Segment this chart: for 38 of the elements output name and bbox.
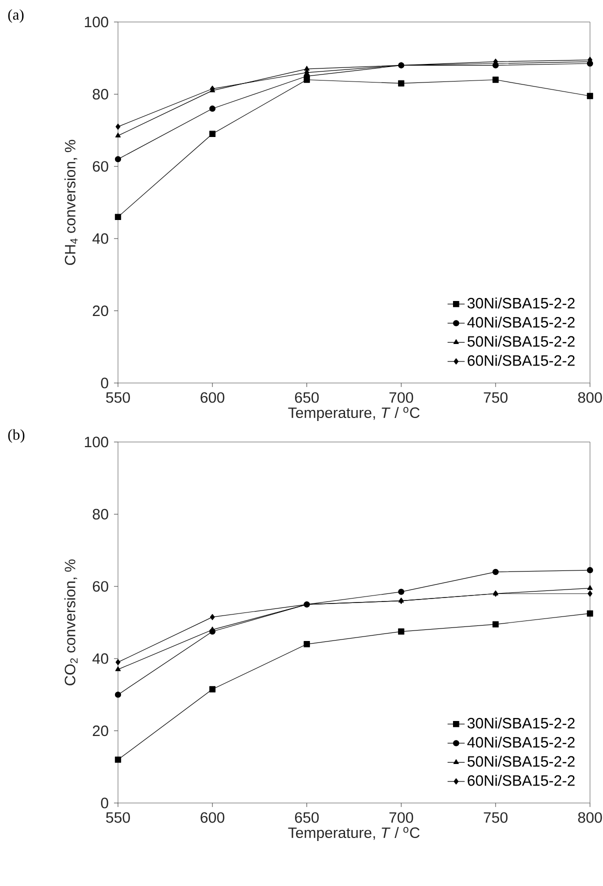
y-tick-label: 60	[92, 161, 108, 172]
y-tick-label: 0	[101, 378, 108, 388]
y-tick-label: 40	[92, 233, 108, 244]
legend-label: 40Ni/SBA15-2-2	[467, 316, 575, 328]
x-tick-label: 700	[389, 812, 414, 823]
y-tick-label: 80	[92, 508, 108, 520]
x-tick-label: 550	[106, 392, 130, 403]
x-tick-label: 800	[578, 812, 602, 823]
y-tick-label: 100	[84, 16, 108, 28]
chart-title: (b)	[8, 429, 24, 443]
y-axis-title: CO$_{2}$ conversion, %	[64, 559, 78, 686]
y-tick-label: 80	[92, 88, 108, 100]
x-tick-label: 750	[484, 392, 508, 403]
x-axis-title: Temperature, T / $^{o}$C	[288, 407, 420, 421]
legend-label: 60Ni/SBA15-2-2	[468, 774, 575, 786]
y-tick-label: 40	[92, 653, 108, 664]
y-tick-label: 100	[84, 436, 108, 448]
legend-label: 60Ni/SBA15-2-2	[468, 354, 575, 366]
x-tick-label: 600	[200, 392, 224, 403]
x-axis-title: Temperature, T / $^{o}$C	[288, 827, 420, 841]
y-tick-label: 20	[92, 305, 108, 316]
y-tick-label: 60	[92, 581, 108, 592]
x-tick-label: 650	[295, 812, 319, 823]
x-tick-label: 700	[389, 392, 414, 403]
legend-label: 50Ni/SBA15-2-2	[468, 336, 575, 347]
x-tick-label: 750	[484, 812, 508, 823]
y-tick-label: 20	[92, 725, 108, 736]
y-tick-label: 0	[101, 798, 108, 808]
legend-label: 50Ni/SBA15-2-2	[468, 756, 575, 767]
x-tick-label: 600	[200, 812, 224, 823]
x-tick-label: 550	[106, 812, 130, 823]
y-axis-title: CH$_{4}$ conversion, %	[64, 140, 78, 265]
legend-label: 40Ni/SBA15-2-2	[467, 736, 575, 748]
x-tick-label: 800	[578, 392, 602, 403]
legend-label: 30Ni/SBA15-2-2	[468, 717, 575, 728]
chart-title: (a)	[8, 9, 24, 23]
x-tick-label: 650	[295, 392, 319, 403]
legend-label: 30Ni/SBA15-2-2	[468, 297, 575, 308]
